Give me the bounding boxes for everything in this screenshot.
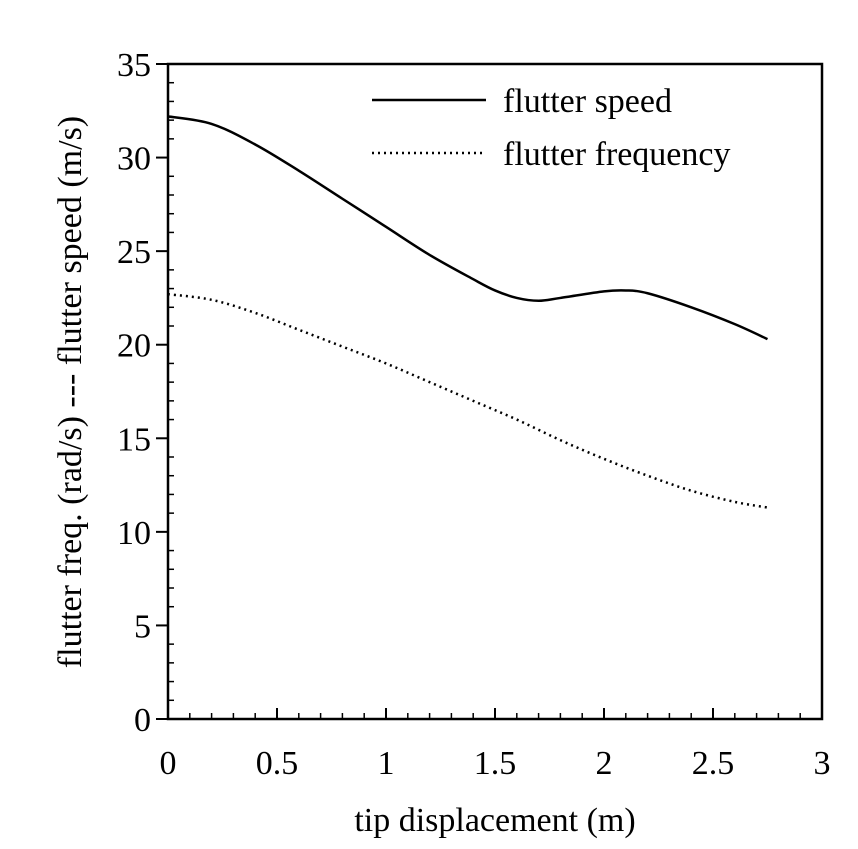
x-tick-label: 1.5	[474, 745, 517, 782]
y-tick-label: 5	[134, 608, 151, 645]
x-axis-title: tip displacement (m)	[354, 802, 635, 839]
y-tick-label: 30	[117, 141, 151, 178]
y-tick-label: 20	[117, 328, 151, 365]
legend: flutter speed flutter frequency	[372, 83, 731, 173]
series-layer	[167, 115, 769, 509]
series-line-flutter-speed	[167, 115, 769, 341]
y-tick-label: 25	[117, 234, 151, 271]
x-tick-label: 2.5	[692, 745, 735, 782]
y-tick-label: 15	[117, 421, 151, 458]
y-tick-label: 10	[117, 515, 151, 552]
x-tick-label: 0	[160, 745, 177, 782]
y-axis: 0 5 10 15 20 25 30 35	[117, 47, 174, 739]
legend-label-flutter-frequency: flutter frequency	[503, 136, 731, 173]
x-tick-label: 0.5	[256, 745, 299, 782]
y-tick-label: 35	[117, 47, 151, 84]
y-tick-label: 0	[134, 702, 151, 739]
series-line-flutter-frequency	[167, 292, 768, 509]
x-tick-label: 3	[814, 745, 831, 782]
x-tick-label: 1	[378, 745, 395, 782]
y-axis-title: flutter freq. (rad/s) --- flutter speed …	[52, 116, 89, 668]
x-axis: 0 0.5 1 1.5 2 2.5 3	[160, 708, 831, 782]
legend-label-flutter-speed: flutter speed	[503, 83, 672, 120]
x-tick-label: 2	[596, 745, 613, 782]
